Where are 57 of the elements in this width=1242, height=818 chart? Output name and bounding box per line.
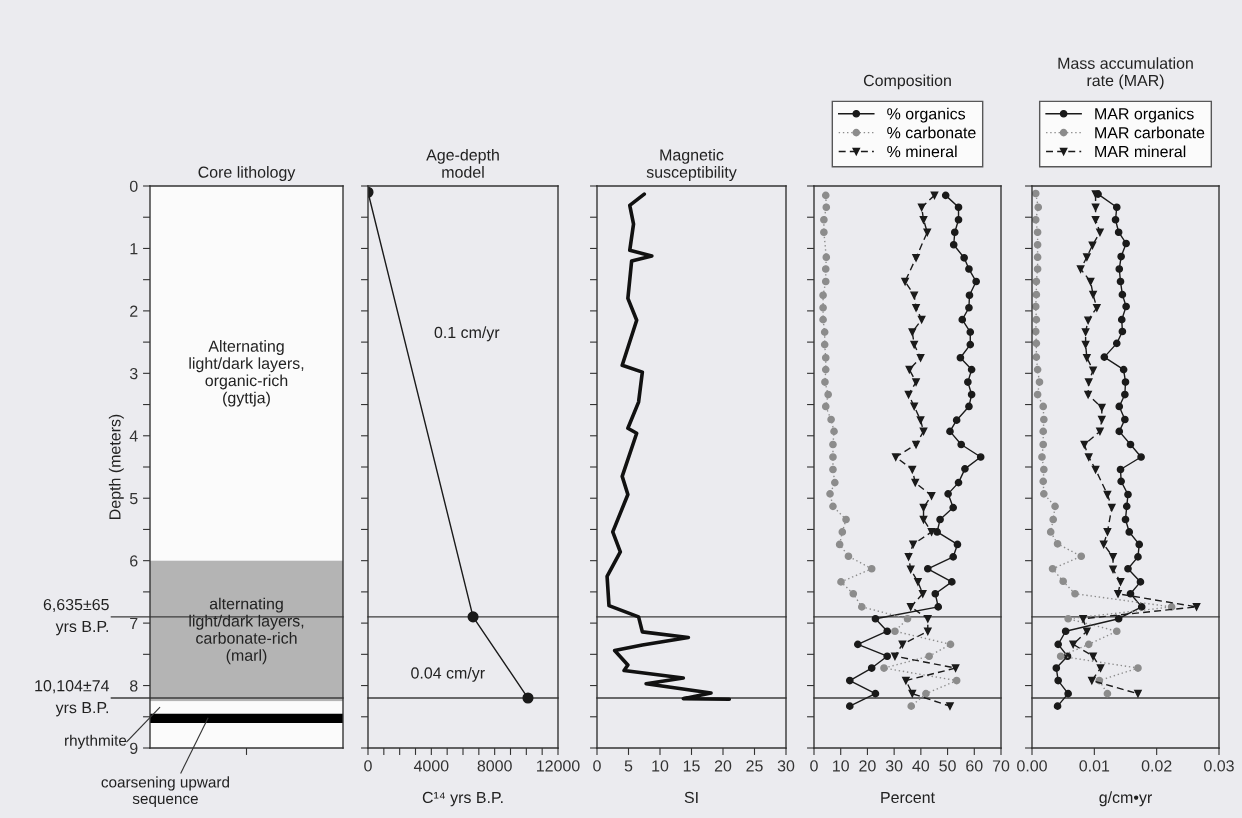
x-tick-label: 4000 xyxy=(413,760,449,772)
chart-title: Mass accumulation rate (MAR) xyxy=(1058,57,1193,90)
y-tick-label: 1 xyxy=(130,243,138,255)
x-tick-label: 10 xyxy=(833,760,849,772)
x-tick-label: 0 xyxy=(364,760,372,772)
chart-title: Magnetic susceptibility xyxy=(646,148,737,181)
x-tick-label: 0 xyxy=(810,760,818,772)
x-tick-label: 0 xyxy=(593,760,601,772)
y-tick-label: 7 xyxy=(130,617,138,629)
y-tick-label: 9 xyxy=(130,742,138,754)
y-tick-label: 3 xyxy=(129,367,138,380)
x-tick-label: 8000 xyxy=(477,760,512,772)
ref-line-label: 10,104±74 yrs B.P. xyxy=(35,680,110,717)
x-tick-label: 0.02 xyxy=(1141,760,1172,772)
x-tick-label: 30 xyxy=(885,760,903,772)
x-tick-label: 40 xyxy=(912,760,930,772)
annotation: 0.04 cm/yr xyxy=(411,666,485,682)
chart-title: Age-depth model xyxy=(426,148,499,178)
x-tick-label: 50 xyxy=(939,760,956,772)
x-tick-label: 15 xyxy=(683,760,700,772)
x-tick-label: 60 xyxy=(966,760,983,772)
x-tick-label: 70 xyxy=(992,760,1010,772)
y-tick-label: 8 xyxy=(130,680,138,692)
y-tick-label: 6 xyxy=(130,555,138,567)
x-axis-title: g/cm•yr xyxy=(1099,791,1152,807)
x-tick-label: 5 xyxy=(624,760,633,772)
legend-label: % carbonate xyxy=(887,126,976,139)
series-label: Alternating light/dark layers, organic-rich (gyttja) xyxy=(189,340,304,407)
y-tick-label: 2 xyxy=(130,305,138,317)
x-tick-label: 30 xyxy=(777,760,795,772)
y-tick-label: 0 xyxy=(129,180,138,192)
legend-label: MAR organics xyxy=(1095,107,1194,123)
text: coarsening upward sequence xyxy=(101,776,230,808)
x-axis-title: SI xyxy=(684,791,698,804)
y-tick-label: 4 xyxy=(129,430,138,442)
x-axis-title: Percent xyxy=(881,791,935,804)
x-axis-title: C¹⁴ yrs B.P. xyxy=(422,791,503,807)
chart-title: Core lithology xyxy=(198,166,296,181)
chart-title: Composition xyxy=(863,74,951,90)
legend-label: MAR mineral xyxy=(1095,145,1186,158)
y-tick-label: 5 xyxy=(129,493,138,505)
legend-label: % mineral xyxy=(887,145,957,158)
x-tick-label: 20 xyxy=(859,760,876,772)
ref-line-label: 6,635±65 yrs B.P. xyxy=(43,598,109,636)
x-tick-label: 0.01 xyxy=(1079,760,1110,772)
x-tick-label: 0.00 xyxy=(1017,760,1047,772)
legend-label: MAR carbonate xyxy=(1095,126,1205,139)
x-tick-label: 12000 xyxy=(537,760,580,772)
annotation: 0.1 cm/yr xyxy=(434,326,500,342)
x-tick-label: 20 xyxy=(714,760,732,772)
legend-label: % organics xyxy=(887,107,966,123)
series-label: alternating light/dark layers, carbonate-rich (marl) xyxy=(189,597,304,665)
y-axis-title: Depth (meters) xyxy=(108,414,124,519)
x-tick-label: 10 xyxy=(652,760,669,772)
x-tick-label: 0.03 xyxy=(1204,760,1234,772)
text: rhythmite xyxy=(65,734,127,749)
x-tick-label: 25 xyxy=(746,760,763,772)
